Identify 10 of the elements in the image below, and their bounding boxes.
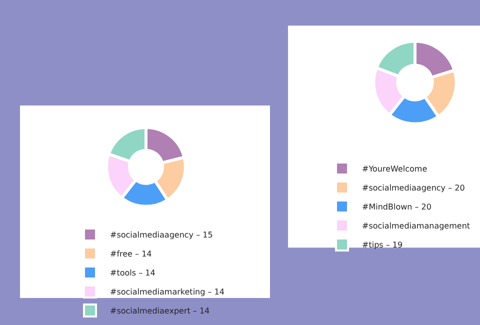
legend-label: #tips – 19	[362, 240, 403, 250]
legend-label: #tools – 14	[110, 268, 156, 278]
legend-label: #socialmediamanagement	[362, 222, 470, 231]
legend-label: #MindBlown – 20	[362, 202, 432, 212]
legend-label: #socialmediaagency – 15	[110, 230, 213, 240]
legend-label: #socialmediaagency – 20	[362, 184, 465, 193]
legend-label: #socialmediaexpert – 14	[110, 306, 210, 316]
legend-label: #YoureWelcome	[362, 164, 428, 174]
legend-label: #socialmediamarketing – 14	[110, 288, 224, 297]
legend-label: #free – 14	[110, 250, 152, 259]
